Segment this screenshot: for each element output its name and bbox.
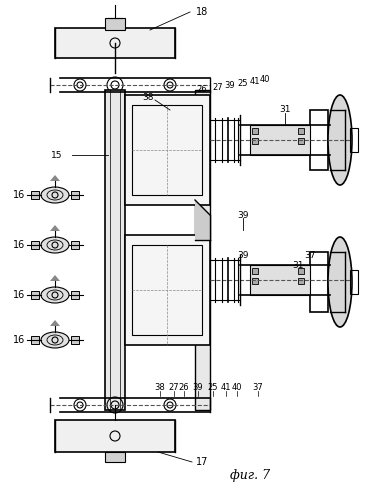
Text: 39: 39 xyxy=(225,82,235,90)
Ellipse shape xyxy=(41,187,69,203)
Bar xyxy=(105,18,125,30)
Text: 18: 18 xyxy=(196,7,208,17)
Bar xyxy=(125,95,210,205)
Ellipse shape xyxy=(41,237,69,253)
Text: 40: 40 xyxy=(232,384,242,392)
Polygon shape xyxy=(50,175,60,181)
Text: 17: 17 xyxy=(196,457,208,467)
Ellipse shape xyxy=(328,95,352,185)
Bar xyxy=(31,291,39,299)
Text: 16: 16 xyxy=(13,290,25,300)
Text: 25: 25 xyxy=(208,384,218,392)
Polygon shape xyxy=(50,320,60,326)
Text: 26: 26 xyxy=(197,86,207,94)
Bar xyxy=(252,138,258,144)
Bar xyxy=(55,28,175,58)
Bar xyxy=(310,110,328,170)
Text: 41: 41 xyxy=(250,78,260,86)
Text: 40: 40 xyxy=(260,76,270,84)
Bar xyxy=(250,265,310,295)
Bar xyxy=(105,452,125,462)
Bar xyxy=(298,268,304,274)
Text: 16: 16 xyxy=(13,190,25,200)
Bar xyxy=(252,268,258,274)
Bar xyxy=(310,252,328,312)
Bar xyxy=(71,241,79,249)
Bar xyxy=(250,125,310,155)
Bar xyxy=(125,235,210,345)
Text: 37: 37 xyxy=(304,250,316,260)
Text: 25: 25 xyxy=(238,80,248,88)
Text: 38: 38 xyxy=(155,384,166,392)
Text: 26: 26 xyxy=(179,384,189,392)
Bar xyxy=(31,191,39,199)
Text: 27: 27 xyxy=(169,384,179,392)
Bar xyxy=(195,90,210,410)
Text: 31: 31 xyxy=(292,260,304,270)
Text: 39: 39 xyxy=(193,384,203,392)
Bar xyxy=(31,336,39,344)
Text: 16: 16 xyxy=(13,335,25,345)
Text: 37: 37 xyxy=(252,384,264,392)
Text: 31: 31 xyxy=(279,106,291,114)
Text: 39: 39 xyxy=(237,250,249,260)
Text: 41: 41 xyxy=(221,384,231,392)
Bar xyxy=(132,245,202,335)
Ellipse shape xyxy=(328,237,352,327)
Ellipse shape xyxy=(41,287,69,303)
Polygon shape xyxy=(50,275,60,281)
Bar xyxy=(298,128,304,134)
Text: 39: 39 xyxy=(237,210,249,220)
Polygon shape xyxy=(195,200,210,240)
Bar xyxy=(55,420,175,452)
Bar xyxy=(132,105,202,195)
Bar xyxy=(31,241,39,249)
Text: 27: 27 xyxy=(213,84,223,92)
Bar xyxy=(350,270,358,294)
Text: 15: 15 xyxy=(51,150,62,160)
Polygon shape xyxy=(50,225,60,231)
Bar xyxy=(105,90,125,410)
Bar xyxy=(298,278,304,284)
Bar xyxy=(252,278,258,284)
Ellipse shape xyxy=(41,332,69,348)
Text: 16: 16 xyxy=(13,240,25,250)
Bar xyxy=(252,128,258,134)
Bar xyxy=(71,291,79,299)
Bar xyxy=(71,336,79,344)
Bar xyxy=(71,191,79,199)
Text: 38: 38 xyxy=(142,94,154,102)
Text: фиг. 7: фиг. 7 xyxy=(230,470,270,482)
Bar xyxy=(298,138,304,144)
Bar xyxy=(350,128,358,152)
